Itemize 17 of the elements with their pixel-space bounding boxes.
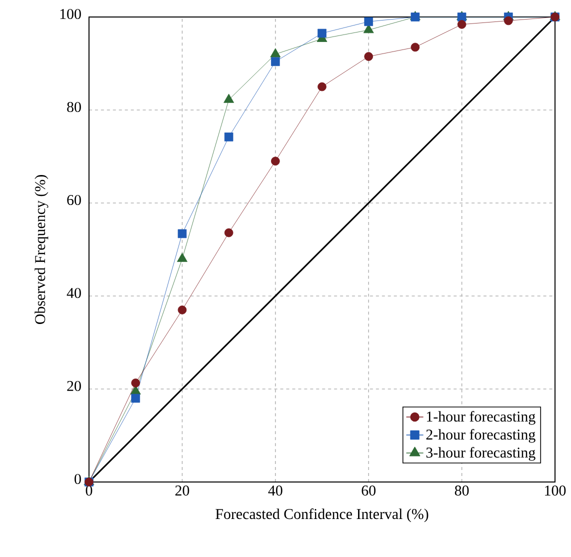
x-tick-label: 20 (175, 486, 190, 496)
x-tick-label: 100 (545, 486, 566, 496)
y-tick-label: 100 (60, 8, 81, 20)
y-tick-label: 0 (74, 474, 81, 484)
x-axis-title: Forecasted Confidence Interval (%) (216, 508, 428, 522)
y-tick-label: 20 (67, 380, 81, 392)
y-axis-title: Observed Frequency (%) (34, 175, 48, 324)
y-tick-label: 40 (66, 288, 81, 298)
legend-label: 3-hour forecasting (426, 446, 536, 461)
y-tick-label: 60 (67, 194, 81, 206)
x-tick-label: 60 (362, 486, 376, 496)
x-tick-label: 80 (454, 486, 469, 496)
legend-label: 2-hour forecasting (426, 428, 536, 443)
legend-label: 1-hour forecasting (427, 410, 536, 425)
x-tick-label: 0 (86, 486, 92, 496)
x-tick-label: 40 (268, 486, 282, 496)
y-tick-label: 80 (67, 102, 81, 112)
